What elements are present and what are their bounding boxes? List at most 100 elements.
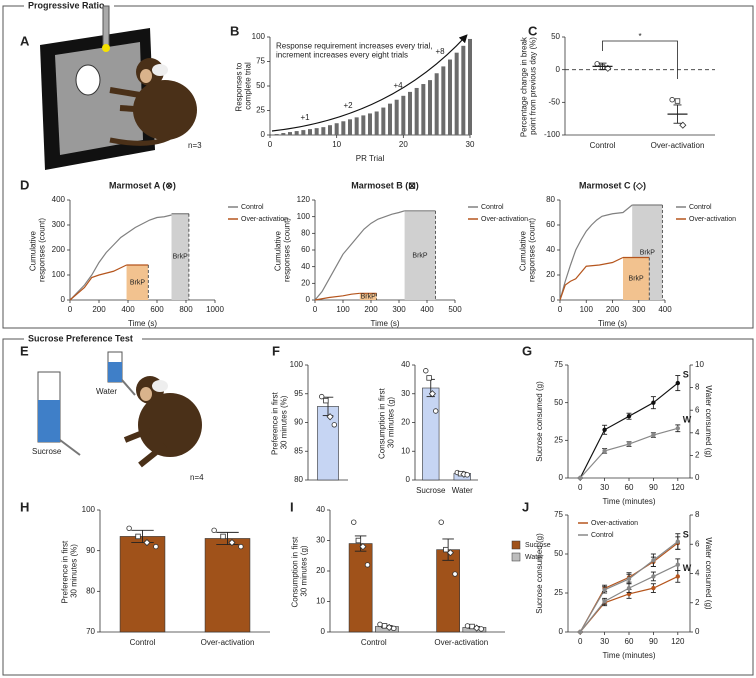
y-tick-label: 0 (261, 130, 266, 139)
x-category-label: Over-activation (434, 638, 488, 647)
y-tick-label: 75 (554, 510, 563, 519)
data-point (473, 624, 481, 632)
x-category-label: Control (361, 638, 387, 647)
x-category-label: Over-activation (201, 638, 255, 647)
data-point (452, 571, 458, 577)
bar (468, 38, 472, 135)
panel-label: G (522, 343, 532, 358)
illustration-label: n=3 (188, 141, 202, 150)
breakpoint-region (623, 257, 650, 300)
data-point (211, 527, 217, 534)
x-tick-label: 300 (392, 305, 406, 314)
line-point (651, 585, 656, 591)
panel-label: B (230, 23, 239, 38)
legend-label: Water (525, 554, 544, 561)
y-tick-label: 20 (401, 418, 410, 427)
panel-label: A (20, 33, 30, 48)
bar (321, 127, 326, 135)
line (314, 210, 405, 301)
y-tick-label: 0 (556, 65, 561, 74)
legend-label: Control (689, 204, 712, 211)
breakpoint-label: BrkP (412, 252, 428, 259)
bar (374, 111, 379, 135)
y-tick-label: 100 (297, 212, 311, 221)
x-tick-label: 120 (671, 637, 685, 646)
bar (204, 538, 251, 633)
data-point (351, 519, 357, 525)
chart-note: Response requirement increases every tri… (276, 42, 435, 60)
y2-tick-label: 10 (695, 360, 704, 369)
y-tick-label: 40 (401, 360, 410, 369)
legend-label: Control (481, 204, 504, 211)
y-tick-label: 70 (86, 627, 95, 636)
x-tick-label: 20 (399, 140, 408, 149)
x-tick-label: 0 (68, 305, 73, 314)
bar (301, 130, 306, 135)
x-tick-label: 200 (606, 305, 620, 314)
y-tick-label: 50 (256, 81, 265, 90)
data-point (135, 533, 141, 540)
y-tick-label: 40 (546, 245, 555, 254)
data-point (679, 121, 687, 129)
panel-label: D (20, 177, 29, 192)
line (69, 214, 172, 301)
y2-tick-label: 0 (695, 473, 700, 482)
y-tick-label: 60 (546, 220, 555, 229)
breakpoint-label: BrkP (173, 254, 189, 261)
x-category-label: Control (130, 638, 156, 647)
y-tick-label: 200 (52, 245, 66, 254)
y-tick-label: 75 (256, 57, 265, 66)
x-axis-label: Time (s) (598, 319, 627, 328)
y-tick-label: -100 (544, 130, 561, 139)
line-point (675, 562, 680, 567)
data-point (220, 533, 226, 540)
data-point (153, 543, 159, 550)
x-tick-label: 30 (600, 483, 609, 492)
annotation: +8 (435, 47, 445, 56)
bar (368, 113, 372, 135)
data-point (426, 375, 432, 381)
x-tick-label: 0 (313, 305, 318, 314)
y2-tick-label: 6 (695, 405, 700, 414)
y-tick-label: 30 (401, 389, 410, 398)
data-point (464, 623, 471, 629)
y-tick-label: 25 (256, 106, 265, 115)
annotation: S (683, 529, 689, 539)
line (559, 204, 633, 301)
chart-title: Marmoset C (◇) (579, 180, 646, 190)
y-tick-label: 400 (52, 195, 66, 204)
y-tick-label: 80 (294, 475, 303, 484)
x-tick-label: 90 (649, 637, 658, 646)
chart-title: Marmoset B (⊠) (351, 180, 419, 190)
data-point (355, 537, 362, 544)
x-tick-label: 200 (364, 305, 378, 314)
y-axis-label: Preference in first 30 minutes (%) (271, 390, 289, 455)
x-axis-label: Time (minutes) (602, 651, 655, 660)
bar (341, 121, 346, 135)
y-axis-label: Percentage change in break point from pr… (520, 35, 538, 137)
line-point (602, 599, 607, 604)
y-tick-label: 80 (301, 228, 310, 237)
panel-label: E (20, 343, 29, 358)
bar (414, 87, 419, 135)
significance-bracket (602, 40, 678, 79)
y-tick-label: 90 (294, 418, 303, 427)
bar (334, 123, 339, 135)
breakpoint-label: BrkP (629, 276, 645, 283)
y-tick-label: 0 (406, 475, 411, 484)
bar (434, 73, 439, 135)
x-tick-label: 1000 (206, 305, 224, 314)
data-point (364, 562, 371, 568)
legend-swatch (511, 552, 521, 562)
legend-label: Over-activation (241, 216, 288, 223)
data-point (478, 626, 484, 632)
bar (354, 117, 359, 135)
legend-swatch (511, 540, 521, 550)
bar (436, 549, 460, 633)
legend-label: Over-activation (591, 520, 638, 527)
y-tick-label: 40 (316, 505, 325, 514)
panel-label: J (522, 499, 529, 514)
y-tick-label: 0 (559, 473, 564, 482)
annotation: +2 (343, 101, 353, 110)
